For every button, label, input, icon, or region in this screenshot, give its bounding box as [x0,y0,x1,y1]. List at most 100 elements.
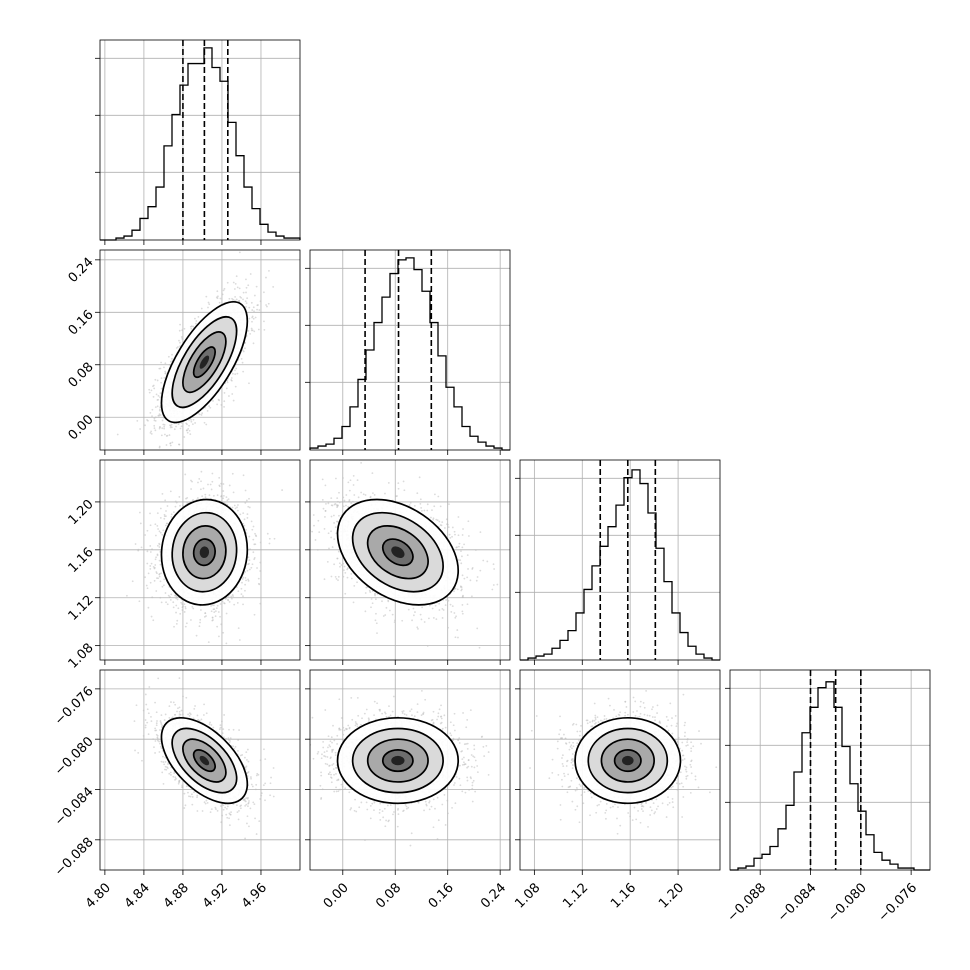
scatter-point [190,619,192,621]
scatter-point [234,369,236,372]
scatter-point [255,285,258,288]
scatter-point [190,327,193,330]
scatter-point [236,602,239,604]
scatter-point [156,524,159,527]
scatter-point [207,306,209,309]
scatter-point [163,513,166,516]
scatter-point [220,623,223,626]
scatter-point [238,639,241,641]
histogram-panel-3 [515,460,720,661]
scatter-point [226,379,229,382]
scatter-point [151,548,153,551]
scatter-point [149,512,151,515]
scatter-point [154,534,157,537]
scatter-point [158,426,161,429]
scatter-point [241,581,243,584]
scatter-point [248,506,251,509]
scatter-point [416,626,419,629]
scatter-point [218,301,221,304]
scatter-point [350,573,353,575]
scatter-point [198,477,201,480]
scatter-point [232,491,235,494]
scatter-point [171,441,174,444]
scatter-point [251,320,253,323]
scatter-point [159,392,162,395]
scatter-point [151,596,154,599]
scatter-point [182,605,185,608]
scatter-point [158,542,161,545]
scatter-point [169,360,172,363]
scatter-point [164,499,167,502]
scatter-point [198,625,201,628]
scatter-point [157,394,160,397]
scatter-frame-2-1 [99,249,301,451]
scatter-point [155,393,158,396]
scatter-point [149,411,152,414]
scatter-point [194,322,197,325]
scatter-point [326,561,329,563]
scatter-point [163,376,166,379]
scatter-point [169,595,171,598]
scatter-point [168,434,171,436]
scatter-point [193,457,195,459]
scatter-point [231,472,234,475]
scatter-point [252,538,255,541]
scatter-point [321,478,324,481]
scatter-point [337,575,340,578]
scatter-point [242,291,245,294]
contour-2 [182,525,227,580]
scatter-point [163,517,166,520]
scatter-point [149,565,152,567]
scatter-point [350,577,353,580]
scatter-point [177,423,180,426]
scatter-point [240,587,243,590]
scatter-point [191,499,194,502]
scatter-point [242,512,245,515]
scatter-point [164,433,166,436]
scatter-point [225,612,228,615]
scatter-point [350,502,353,504]
scatter-point [248,317,251,320]
scatter-point [161,585,164,588]
scatter-point [156,512,159,515]
scatter-frame-3-1 [99,459,301,661]
scatter-point [164,362,167,365]
scatter-point [175,425,177,428]
scatter-point [251,528,254,531]
scatter-point [138,600,141,603]
scatter-point [364,494,367,496]
scatter-point [216,290,219,293]
scatter-point [245,278,247,281]
scatter-point [232,281,235,284]
contour-4 [160,498,249,606]
scatter-point [235,275,238,278]
scatter-point [149,545,152,547]
scatter-point [241,361,244,364]
scatter-point [146,455,148,457]
scatter-point [170,426,173,429]
scatter-point [254,316,257,319]
scatter-point [140,463,142,465]
scatter-point [170,486,172,488]
scatter-point [147,572,150,575]
scatter-point [184,605,187,608]
scatter-point [188,419,190,422]
scatter-point [210,610,213,613]
scatter-point [184,625,187,628]
histogram-frame-1 [99,39,301,241]
scatter-point [259,561,262,564]
scatter-point [161,533,164,536]
scatter-point [335,577,338,580]
scatter-point [153,579,156,582]
scatter-point [138,511,141,514]
scatter-point [236,509,239,512]
scatter-point [246,297,249,300]
scatter-point [245,291,247,294]
scatter-point [161,419,164,422]
scatter-point [160,456,162,458]
scatter-point [245,499,248,502]
scatter-point [157,577,160,580]
scatter-point [281,489,284,491]
scatter-point [163,578,166,581]
